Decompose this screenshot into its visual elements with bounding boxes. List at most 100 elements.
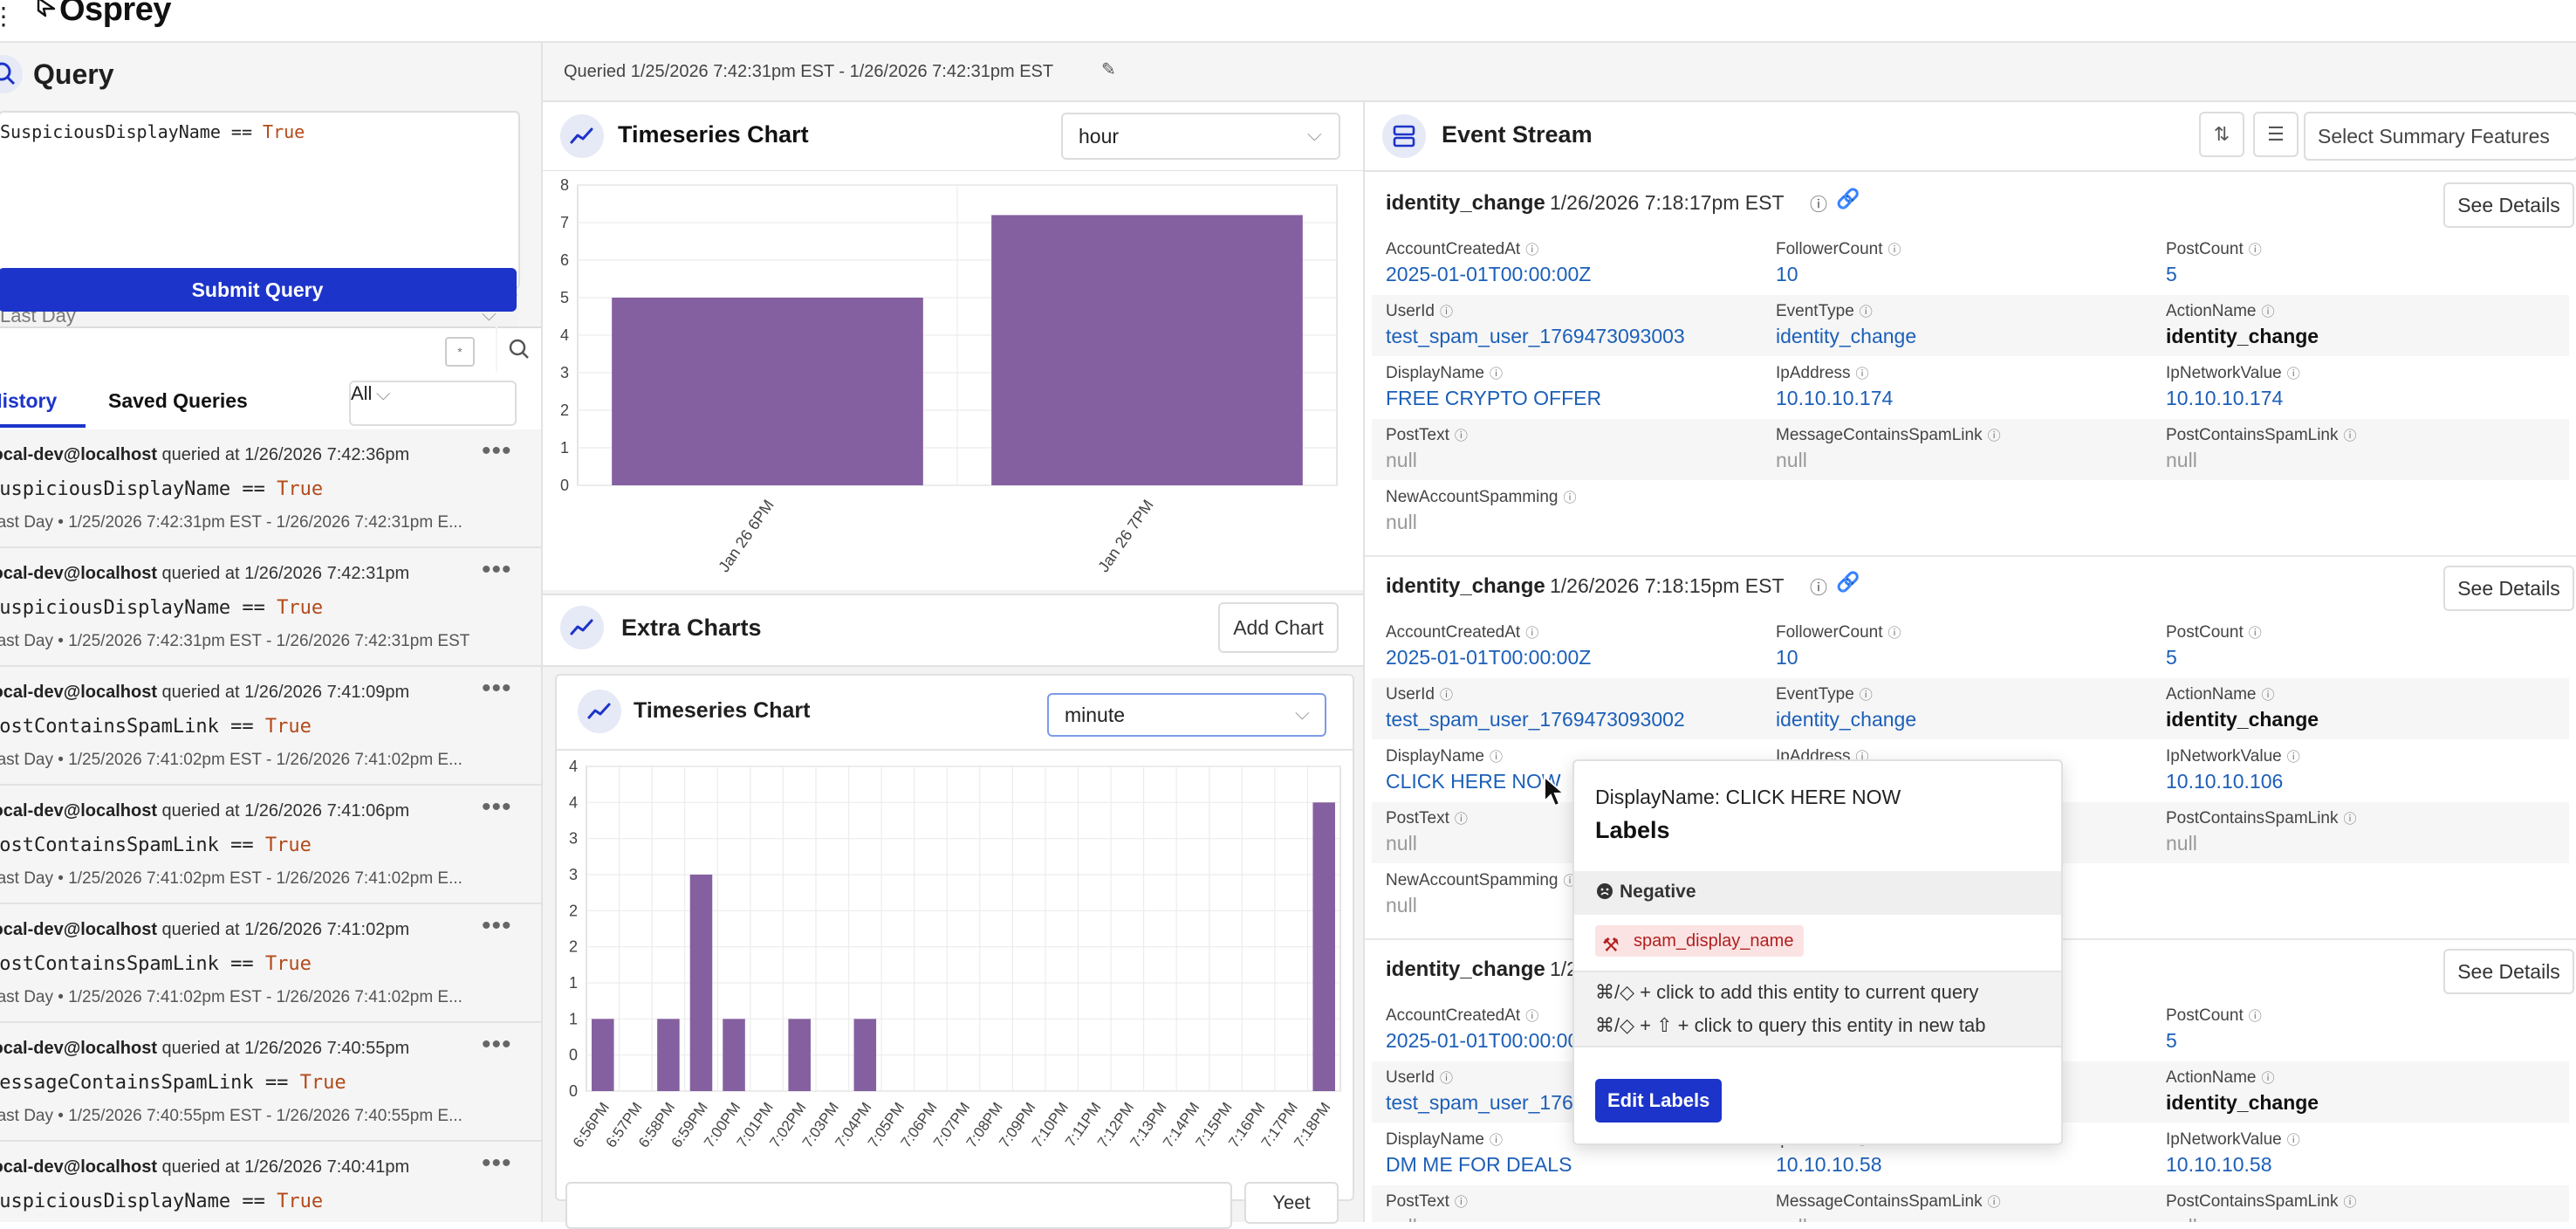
field-value[interactable]: 10.10.10.58 [1776, 1153, 1882, 1176]
more-options-icon[interactable]: ••• [482, 793, 512, 821]
chart2-granularity-select[interactable]: minute ⌵ [1047, 693, 1326, 737]
info-icon[interactable]: ⓘ [2261, 305, 2275, 319]
field-value[interactable]: 10.10.10.58 [2166, 1153, 2272, 1176]
sort-icon[interactable]: ⇅ [2199, 112, 2244, 157]
field-value[interactable]: 5 [2166, 646, 2177, 669]
info-icon[interactable]: ⓘ [2261, 688, 2275, 703]
info-icon[interactable]: ⓘ [1489, 750, 1503, 765]
info-icon[interactable]: ⓘ [2261, 1071, 2275, 1086]
more-options-icon[interactable]: ••• [482, 436, 512, 465]
info-icon[interactable]: ⓘ [1987, 429, 2001, 443]
info-icon[interactable]: ⓘ [1859, 688, 1873, 703]
field-value[interactable]: DM ME FOR DEALS [1386, 1153, 1572, 1176]
info-icon[interactable]: ⓘ [1454, 812, 1468, 827]
more-options-icon[interactable]: ••• [482, 1030, 512, 1059]
field-value[interactable]: test_spam_user_1769473093003 [1386, 325, 1685, 347]
info-icon[interactable]: ⓘ [2248, 1009, 2262, 1024]
info-icon[interactable]: ⓘ [1525, 243, 1539, 257]
list-icon[interactable]: ☰ [2253, 112, 2299, 157]
history-item[interactable]: local-dev@localhost queried at 1/26/2026… [0, 904, 541, 1023]
info-icon[interactable]: ⓘ [2343, 429, 2357, 443]
field-value[interactable]: 2025-01-01T00:00:00Z [1386, 1029, 1592, 1052]
info-icon[interactable]: ⓘ [2343, 812, 2357, 827]
info-icon[interactable]: ⓘ [1887, 243, 1901, 257]
history-search-button[interactable] [497, 326, 541, 374]
field-key: DisplayName ⓘ [1386, 364, 1503, 382]
info-icon[interactable]: ⓘ [1563, 491, 1577, 505]
menu-icon[interactable]: ⋮ [0, 3, 16, 30]
info-icon[interactable]: ⓘ [1810, 579, 1827, 598]
info-icon[interactable]: ⓘ [1439, 1071, 1453, 1086]
info-icon[interactable]: ⓘ [2248, 626, 2262, 641]
add-chart-button[interactable]: Add Chart [1218, 602, 1339, 653]
history-item[interactable]: local-dev@localhost queried at 1/26/2026… [0, 548, 541, 667]
link-icon[interactable]: 🔗 [1836, 571, 1860, 593]
chart1-granularity-select[interactable]: hour ⌵ [1061, 113, 1340, 160]
more-options-icon[interactable]: ••• [482, 911, 512, 940]
more-options-icon[interactable]: ••• [482, 555, 512, 584]
info-icon[interactable]: ⓘ [2286, 1133, 2300, 1148]
link-icon[interactable]: 🔗 [1836, 188, 1860, 209]
field-value[interactable]: FREE CRYPTO OFFER [1386, 387, 1602, 409]
info-icon[interactable]: ⓘ [1439, 688, 1453, 703]
info-icon[interactable]: ⓘ [2286, 367, 2300, 381]
tab-history[interactable]: History [0, 389, 58, 412]
see-details-button[interactable]: See Details [2443, 566, 2574, 611]
info-icon[interactable]: ⓘ [1859, 305, 1873, 319]
query-code[interactable]: SuspiciousDisplayName == True [0, 121, 305, 142]
field-value[interactable]: 10 [1776, 646, 1798, 669]
history-search-input[interactable]: * [0, 326, 496, 374]
info-icon[interactable]: ⓘ [2343, 1195, 2357, 1210]
y-tick-label: 5 [560, 289, 569, 306]
field-value[interactable]: 5 [2166, 1029, 2177, 1052]
tab-saved-queries[interactable]: Saved Queries [108, 389, 248, 412]
more-options-icon[interactable]: ••• [482, 674, 512, 703]
info-icon[interactable]: ⓘ [1489, 367, 1503, 381]
field-value[interactable]: identity_change [1776, 325, 1917, 347]
field-value[interactable]: 2025-01-01T00:00:00Z [1386, 263, 1592, 285]
info-icon[interactable]: ⓘ [1887, 626, 1901, 641]
history-item[interactable]: local-dev@localhost queried at 1/26/2026… [0, 429, 541, 548]
label-chip[interactable]: ⚒ spam_display_name [1595, 925, 1805, 957]
field-value[interactable]: 10.10.10.174 [1776, 387, 1894, 409]
field-value[interactable]: 10.10.10.174 [2166, 387, 2284, 409]
history-filter-select[interactable]: All ⌵ [349, 381, 517, 426]
history-item[interactable]: local-dev@localhost queried at 1/26/2026… [0, 786, 541, 904]
info-icon[interactable]: ⓘ [1454, 1195, 1468, 1210]
chart1-header: Timeseries Chart hour ⌵ [543, 102, 1363, 172]
field-value[interactable]: CLICK HERE NOW [1386, 770, 1561, 793]
info-icon[interactable]: ⓘ [2286, 750, 2300, 765]
info-icon[interactable]: ⓘ [1454, 429, 1468, 443]
edit-labels-button[interactable]: Edit Labels [1595, 1079, 1723, 1123]
field-value[interactable]: 5 [2166, 263, 2177, 285]
field-value[interactable]: identity_change [1776, 708, 1917, 731]
info-icon[interactable]: ⓘ [1525, 626, 1539, 641]
edit-pencil-icon[interactable]: ✎ [1101, 60, 1116, 79]
history-item[interactable]: local-dev@localhost queried at 1/26/2026… [0, 667, 541, 786]
info-icon[interactable]: ⓘ [1489, 1133, 1503, 1148]
see-details-button[interactable]: See Details [2443, 182, 2574, 228]
event-time: 1/26/2026 7:18:15pm EST [1550, 574, 1785, 597]
history-item[interactable]: local-dev@localhost queried at 1/26/2026… [0, 1023, 541, 1142]
info-icon[interactable]: ⓘ [1525, 1009, 1539, 1024]
info-icon[interactable]: ⓘ [1987, 1195, 2001, 1210]
select-summary-features-button[interactable]: Select Summary Features [2304, 112, 2576, 161]
field-key: ActionName ⓘ [2166, 685, 2275, 704]
field-value[interactable]: 10.10.10.106 [2166, 770, 2284, 793]
info-icon[interactable]: ⓘ [1439, 305, 1453, 319]
history-item[interactable]: local-dev@localhost queried at 1/26/2026… [0, 1142, 541, 1222]
query-editor[interactable]: SuspiciousDisplayName == True Last Day ⌵ [0, 111, 520, 334]
wildcard-icon[interactable]: * [445, 337, 475, 367]
field-value[interactable]: 2025-01-01T00:00:00Z [1386, 646, 1592, 669]
field-value[interactable]: test_spam_user_1769473093002 [1386, 708, 1685, 731]
submit-query-button[interactable]: Submit Query [0, 268, 517, 312]
info-icon[interactable]: ⓘ [1810, 196, 1827, 215]
more-options-icon[interactable]: ••• [482, 1149, 512, 1178]
field-value[interactable]: 10 [1776, 263, 1798, 285]
info-icon[interactable]: ⓘ [2248, 243, 2262, 257]
see-details-button[interactable]: See Details [2443, 949, 2574, 994]
yeet-button[interactable]: Yeet [1244, 1182, 1339, 1224]
info-icon[interactable]: ⓘ [1855, 367, 1869, 381]
